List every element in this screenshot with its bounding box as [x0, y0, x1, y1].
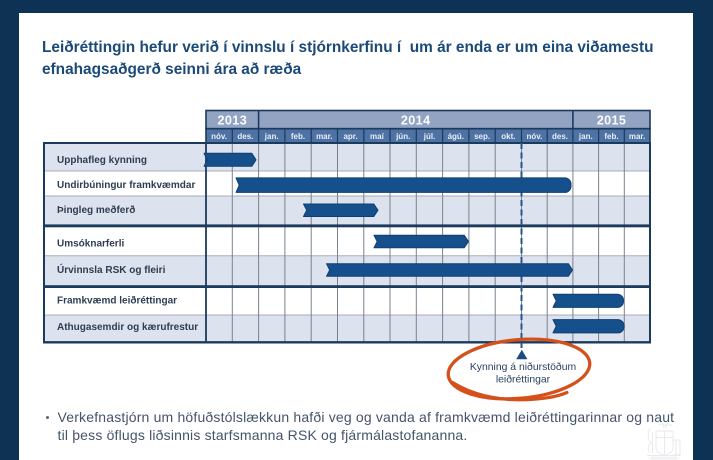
svg-text:feb.: feb.	[604, 132, 618, 141]
svg-text:okt.: okt.	[501, 132, 515, 141]
svg-text:nóv.: nóv.	[526, 132, 542, 141]
svg-text:mar.: mar.	[316, 132, 332, 141]
svg-text:mar.: mar.	[629, 132, 645, 141]
svg-text:Þingleg meðferð: Þingleg meðferð	[57, 204, 135, 216]
svg-text:feb.: feb.	[291, 132, 305, 141]
svg-text:sep.: sep.	[474, 132, 490, 141]
svg-text:Úrvinnsla RSK og fleiri: Úrvinnsla RSK og fleiri	[57, 263, 166, 276]
svg-text:des.: des.	[237, 132, 253, 141]
svg-text:2013: 2013	[217, 113, 247, 127]
svg-text:Framkvæmd leiðréttingar: Framkvæmd leiðréttingar	[57, 295, 177, 307]
svg-text:apr.: apr.	[343, 132, 357, 141]
svg-text:jan.: jan.	[264, 132, 279, 141]
svg-text:des.: des.	[552, 132, 568, 141]
svg-text:ágú.: ágú.	[448, 132, 464, 141]
svg-text:jan.: jan.	[578, 132, 593, 141]
svg-text:2014: 2014	[401, 113, 431, 127]
svg-text:maí: maí	[370, 132, 385, 141]
svg-text:Undirbúningur framkvæmdar: Undirbúningur framkvæmdar	[57, 180, 195, 191]
svg-text:júl.: júl.	[423, 132, 436, 141]
svg-text:Upphafleg kynning: Upphafleg kynning	[57, 155, 147, 166]
svg-text:Kynning á niðurstöðum: Kynning á niðurstöðum	[470, 361, 576, 373]
svg-text:nóv.: nóv.	[211, 132, 227, 141]
svg-text:Umsóknarferli: Umsóknarferli	[57, 238, 124, 249]
svg-text:leiðréttingar: leiðréttingar	[496, 374, 551, 386]
svg-text:jún.: jún.	[395, 132, 410, 141]
svg-text:2015: 2015	[597, 113, 627, 127]
svg-text:Athugasemdir og kærufrestur: Athugasemdir og kærufrestur	[57, 322, 198, 333]
